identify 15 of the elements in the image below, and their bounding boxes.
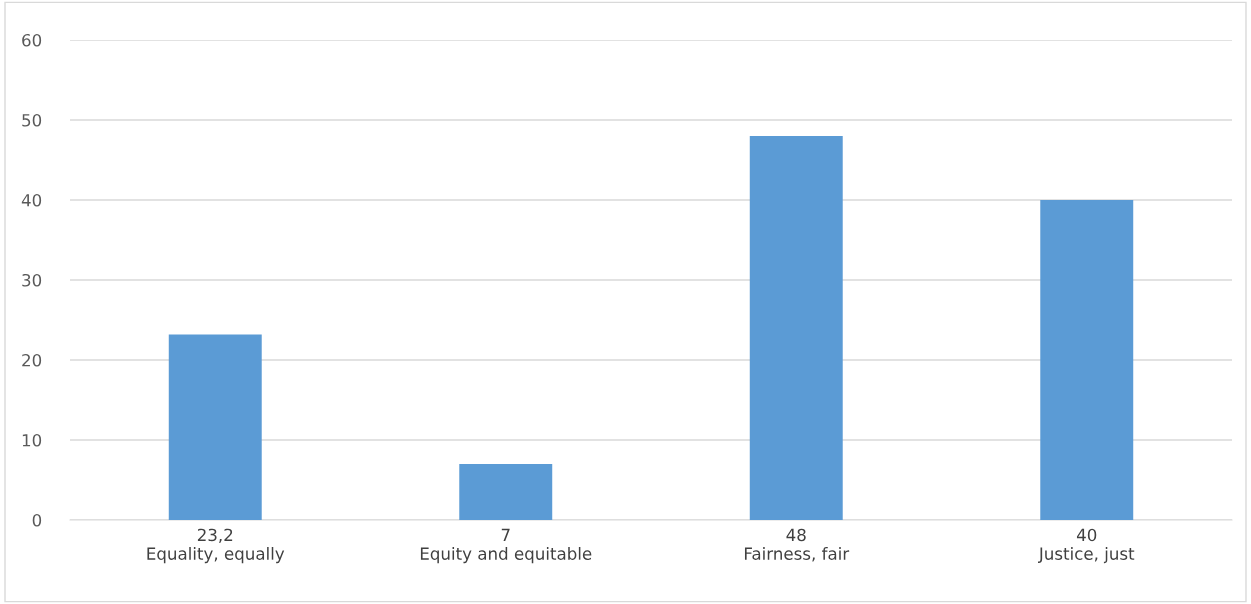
y-tick-label: 60 [22, 33, 42, 47]
y-tick-label: 40 [21, 193, 42, 207]
x-tick-label: 23,2 Equality, equally [147, 528, 285, 564]
y-tick-label: 30 [22, 273, 42, 287]
y-tick-label: 10 [22, 433, 42, 447]
y-tick-label: 20 [22, 353, 42, 367]
bar [1040, 200, 1134, 520]
y-tick-label: 0 [32, 513, 42, 527]
bar [459, 464, 553, 520]
x-tick-label: 48 Fairness, fair [744, 528, 850, 562]
bar [749, 136, 843, 520]
bar [168, 334, 262, 520]
x-tick-label: 40 Justice, just [1038, 528, 1135, 564]
y-tick-label: 50 [22, 113, 42, 127]
x-tick-label: 7 Equity and equitable [420, 528, 592, 564]
